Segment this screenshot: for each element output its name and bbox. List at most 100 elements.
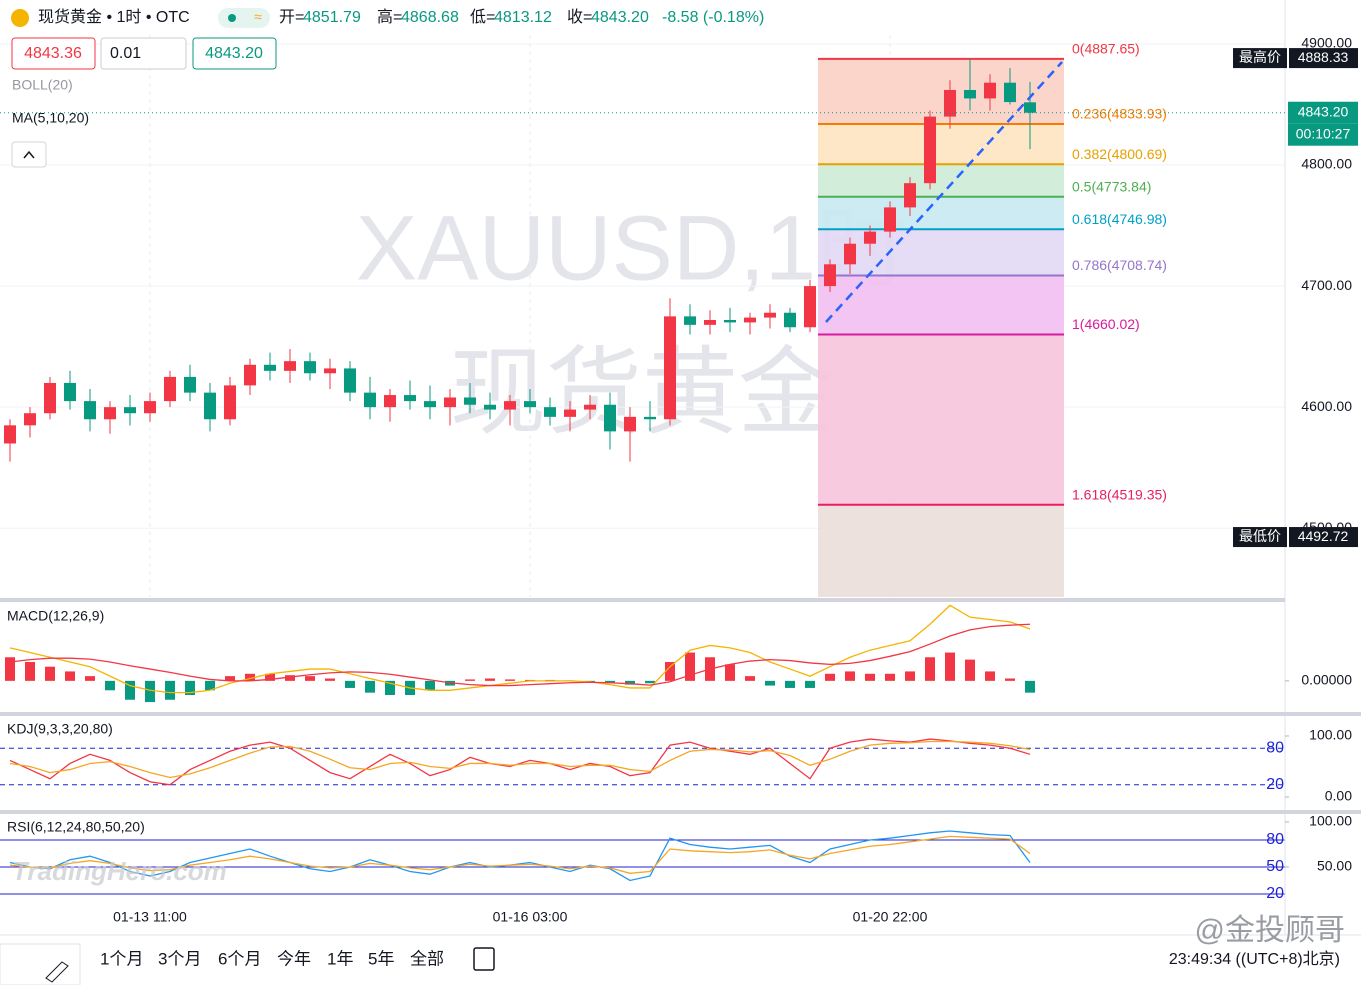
fib-label: 0.786(4708.74) — [1072, 257, 1167, 273]
fib-zone — [818, 58, 1064, 124]
histogram-bar — [1025, 680, 1035, 693]
marker-value: 4492.72 — [1298, 528, 1349, 544]
histogram-bar — [225, 676, 235, 681]
candle-body — [684, 316, 696, 325]
candle-body — [944, 89, 956, 117]
histogram-bar — [245, 673, 255, 681]
quantity: 0.01 — [110, 45, 141, 62]
countdown-box — [1288, 123, 1358, 146]
marker-value: 4888.33 — [1298, 49, 1349, 65]
histogram-bar — [685, 652, 695, 681]
marker-tag: 最高价 — [1239, 49, 1281, 65]
x-tick-label: 01-20 22:00 — [853, 909, 928, 925]
candle-body — [524, 401, 536, 408]
candle-body — [184, 376, 196, 393]
histogram-bar — [725, 664, 735, 681]
candle-body — [1004, 82, 1016, 103]
histogram-bar — [165, 680, 175, 700]
candle-body — [284, 361, 296, 371]
ohlc-label: 收= — [567, 8, 592, 26]
symbol-icon — [11, 9, 29, 27]
histogram-bar — [605, 680, 615, 684]
candle-body — [244, 364, 256, 386]
x-tick-label: 01-16 03:00 — [493, 909, 568, 925]
ohlc-value: 4843.20 — [591, 9, 649, 26]
range-button[interactable]: 1个月 — [100, 949, 143, 968]
candle-body — [344, 368, 356, 393]
fib-label: 0.236(4833.93) — [1072, 106, 1167, 122]
sell-box[interactable] — [11, 37, 96, 70]
candle-body — [404, 395, 416, 402]
candle-body — [904, 183, 916, 208]
marker-value-box — [1289, 527, 1358, 548]
ohlc-label: 高= — [377, 8, 402, 26]
band-label: 80 — [1266, 739, 1284, 756]
last-price-label: 4843.20 — [1298, 103, 1349, 119]
candle-body — [724, 319, 736, 323]
collapse-button[interactable] — [11, 141, 47, 168]
marker-tag: 最低价 — [1239, 528, 1281, 544]
fib-label: 1.618(4519.35) — [1072, 487, 1167, 503]
histogram-bar — [285, 675, 295, 681]
histogram-bar — [265, 673, 275, 681]
drawing-tools[interactable] — [0, 943, 81, 985]
buy-box[interactable] — [192, 37, 277, 70]
histogram-bar — [625, 680, 635, 685]
series-line — [9, 740, 1031, 779]
candle-body — [504, 401, 516, 410]
fib-zone — [818, 196, 1064, 230]
candle-body — [124, 407, 136, 414]
marker-tag-box — [1233, 527, 1287, 548]
fib-zone — [818, 334, 1064, 505]
status-icon: ≈ — [254, 9, 262, 25]
candle-body — [784, 312, 796, 328]
range-button[interactable]: 1年 — [327, 949, 353, 968]
range-button[interactable]: 全部 — [410, 949, 444, 968]
fib-label: 1(4660.02) — [1072, 316, 1140, 332]
quantity-box[interactable] — [100, 37, 187, 70]
watermark: 现货黄金 — [450, 339, 834, 446]
range-button[interactable]: 3个月 — [158, 949, 201, 968]
candle-body — [384, 395, 396, 408]
y-tick-label: 4600.00 — [1301, 398, 1352, 414]
separator — [0, 598, 1285, 602]
range-button[interactable]: 6个月 — [218, 949, 261, 968]
symbol: 现货黄金 • 1时 • OTC — [38, 8, 190, 26]
buy-price: 4843.20 — [205, 45, 263, 62]
date-range-icon[interactable] — [473, 947, 495, 971]
histogram-bar — [85, 676, 95, 681]
candle-body — [544, 407, 556, 417]
histogram-bar — [905, 671, 915, 681]
series-line — [9, 738, 1031, 786]
separator — [0, 712, 1361, 716]
fib-label: 0.618(4746.98) — [1072, 211, 1167, 227]
histogram-bar — [925, 657, 935, 681]
candle-body — [464, 397, 476, 405]
y-tick-label: 0.00 — [1325, 788, 1352, 804]
candle-body — [984, 82, 996, 99]
indicator-label: MA(5,10,20) — [12, 110, 89, 126]
candle-body — [4, 425, 16, 444]
histogram-bar — [185, 680, 195, 696]
candle-body — [844, 243, 856, 265]
ohlc-value: 4813.12 — [494, 9, 552, 26]
histogram-bar — [845, 671, 855, 681]
candle-body — [884, 207, 896, 232]
candle-body — [224, 385, 236, 420]
marker-tag-box — [1233, 48, 1287, 69]
y-tick-label: 100.00 — [1309, 727, 1352, 743]
separator — [0, 810, 1361, 814]
status-dot — [228, 14, 236, 22]
range-button[interactable]: 今年 — [277, 949, 311, 968]
band-label: 20 — [1266, 776, 1284, 793]
candle-body — [364, 392, 376, 408]
histogram-bar — [885, 673, 895, 681]
panel-title: KDJ(9,3,3,20,80) — [7, 721, 113, 737]
candle-body — [564, 409, 576, 417]
range-button[interactable]: 5年 — [368, 949, 394, 968]
histogram-bar — [145, 680, 155, 703]
watermark: XAUUSD,1时 — [356, 197, 908, 299]
band-label: 20 — [1266, 885, 1284, 902]
